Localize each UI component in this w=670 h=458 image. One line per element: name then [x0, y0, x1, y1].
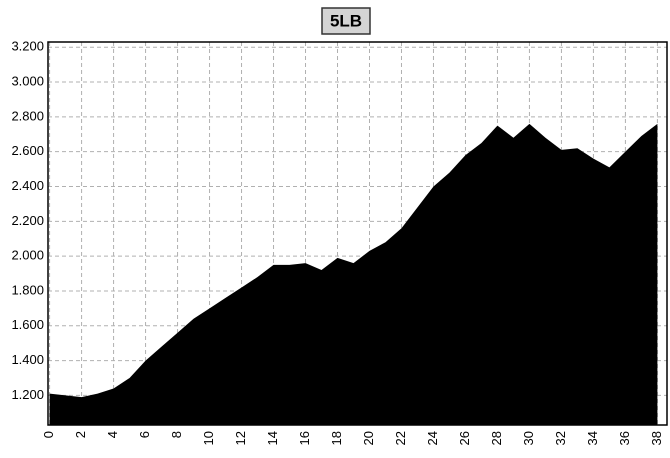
chart-title: 5LB [330, 11, 362, 30]
y-tick-label: 1.400 [11, 352, 44, 367]
x-tick-label: 6 [137, 431, 152, 438]
x-tick-label: 36 [617, 431, 632, 445]
title-box [321, 7, 371, 35]
y-tick-label: 2.800 [11, 108, 44, 123]
x-tick-label: 20 [361, 431, 376, 445]
x-tick-label: 2 [73, 431, 88, 438]
x-tick-label: 26 [457, 431, 472, 445]
x-tick-label: 18 [329, 431, 344, 445]
x-tick-label: 4 [105, 431, 120, 438]
y-tick-label: 3.200 [11, 39, 44, 54]
x-tick-label: 8 [169, 431, 184, 438]
plot-border [47, 41, 668, 426]
y-tick-label: 2.400 [11, 178, 44, 193]
y-tick-label: 2.000 [11, 248, 44, 263]
x-tick-label: 28 [489, 431, 504, 445]
x-tick-label: 22 [393, 431, 408, 445]
y-tick-label: 3.000 [11, 73, 44, 88]
x-tick-label: 0 [41, 431, 56, 438]
x-tick-label: 30 [521, 431, 536, 445]
y-tick-label: 1.200 [11, 387, 44, 402]
y-tick-label: 2.600 [11, 143, 44, 158]
y-tick-label: 2.200 [11, 213, 44, 228]
y-tick-label: 1.800 [11, 282, 44, 297]
y-tick-label: 1.600 [11, 317, 44, 332]
x-tick-label: 16 [297, 431, 312, 445]
x-tick-label: 14 [265, 431, 280, 445]
area [49, 123, 658, 425]
x-tick-label: 10 [201, 431, 216, 445]
x-tick-label: 12 [233, 431, 248, 445]
x-tick-label: 24 [425, 431, 440, 445]
x-tick-label: 32 [553, 431, 568, 445]
x-tick-label: 34 [585, 431, 600, 445]
x-tick-label: 38 [649, 431, 664, 445]
